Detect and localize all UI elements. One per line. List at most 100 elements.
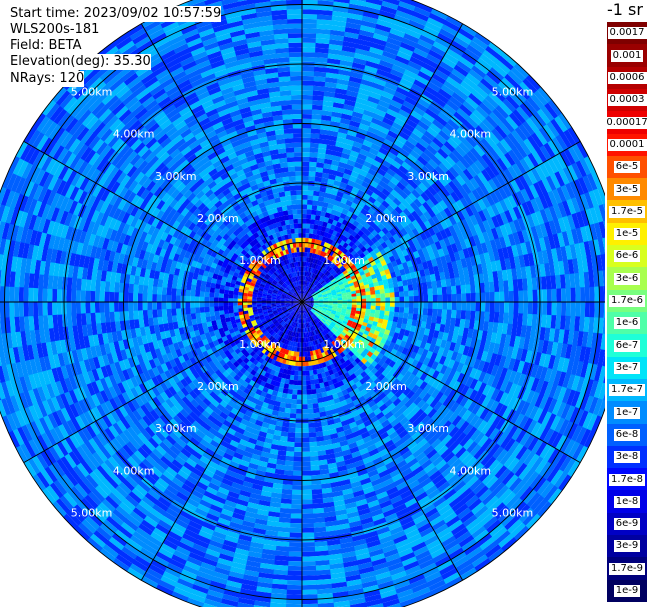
ppi-cell bbox=[597, 186, 605, 205]
ppi-cell bbox=[340, 152, 351, 160]
ppi-cell bbox=[183, 528, 199, 539]
ppi-cell bbox=[302, 37, 317, 43]
ppi-cell bbox=[445, 15, 464, 29]
ppi-cell bbox=[417, 195, 427, 205]
ppi-cell bbox=[453, 64, 470, 78]
ppi-cell bbox=[499, 451, 512, 466]
ppi-cell bbox=[602, 351, 605, 368]
ppi-cell bbox=[306, 307, 310, 312]
ppi-cell bbox=[316, 339, 321, 345]
ppi-cell bbox=[434, 391, 444, 402]
ppi-cell bbox=[559, 455, 572, 473]
ppi-cell bbox=[414, 491, 428, 503]
ppi-cell bbox=[188, 453, 200, 464]
ppi-cell bbox=[399, 0, 418, 7]
ppi-cell bbox=[567, 164, 579, 182]
ppi-cell bbox=[337, 263, 343, 269]
ppi-cell bbox=[218, 460, 230, 470]
ppi-cell bbox=[289, 325, 293, 331]
ppi-cell bbox=[566, 389, 576, 406]
ppi-cell bbox=[333, 397, 341, 404]
ppi-cell bbox=[521, 202, 532, 217]
ppi-cell bbox=[562, 372, 571, 389]
ppi-cell bbox=[516, 106, 530, 122]
ppi-cell bbox=[324, 247, 330, 254]
ppi-cell bbox=[318, 255, 323, 261]
ppi-cell bbox=[330, 481, 342, 488]
ppi-cell bbox=[172, 586, 191, 598]
ppi-cell bbox=[256, 581, 273, 589]
ppi-cell bbox=[290, 326, 294, 332]
ppi-cell bbox=[543, 142, 556, 159]
ppi-cell bbox=[218, 512, 233, 522]
ppi-cell bbox=[376, 130, 388, 139]
ppi-cell bbox=[329, 342, 335, 348]
ppi-cell bbox=[459, 239, 468, 251]
ppi-cell bbox=[213, 407, 223, 416]
ppi-cell bbox=[367, 400, 377, 408]
ppi-cell bbox=[324, 270, 330, 276]
ppi-cell bbox=[166, 530, 183, 542]
ppi-cell bbox=[302, 109, 313, 115]
ppi-cell bbox=[425, 395, 435, 406]
ppi-cell bbox=[382, 279, 389, 285]
ppi-cell bbox=[360, 273, 367, 280]
ppi-cell bbox=[394, 291, 400, 298]
ppi-cell bbox=[495, 59, 512, 75]
ppi-cell bbox=[357, 173, 367, 182]
ppi-cell bbox=[115, 504, 130, 519]
ppi-cell bbox=[426, 511, 441, 523]
ppi-cell bbox=[410, 244, 418, 253]
ppi-cell bbox=[467, 498, 482, 512]
ppi-cell bbox=[308, 304, 314, 307]
ppi-cell bbox=[325, 288, 331, 292]
ppi-cell bbox=[327, 332, 333, 338]
ppi-cell bbox=[466, 426, 478, 439]
ppi-cell bbox=[415, 216, 424, 226]
ppi-cell bbox=[377, 168, 387, 177]
ppi-cell bbox=[462, 266, 469, 277]
ppi-cell bbox=[287, 570, 302, 576]
ppi-cell bbox=[325, 390, 333, 397]
ppi-cell bbox=[536, 108, 551, 125]
ppi-cell bbox=[415, 172, 426, 183]
ppi-cell bbox=[285, 589, 302, 595]
ppi-cell bbox=[185, 524, 201, 535]
ppi-cell bbox=[473, 212, 483, 225]
ppi-cell bbox=[437, 331, 444, 340]
ppi-cell bbox=[430, 45, 447, 58]
ppi-cell bbox=[345, 22, 362, 30]
ppi-cell bbox=[324, 264, 329, 270]
ppi-cell bbox=[212, 387, 221, 396]
ppi-cell bbox=[422, 392, 431, 403]
ppi-cell bbox=[366, 351, 374, 358]
ppi-cell bbox=[279, 507, 292, 514]
ppi-cell bbox=[308, 277, 312, 282]
ppi-cell bbox=[346, 90, 359, 98]
ppi-cell bbox=[247, 437, 258, 445]
ppi-cell bbox=[376, 444, 387, 453]
ppi-cell bbox=[451, 391, 461, 403]
ppi-cell bbox=[311, 325, 315, 331]
ppi-cell bbox=[481, 437, 493, 451]
ppi-cell bbox=[302, 290, 304, 295]
ppi-cell bbox=[302, 237, 306, 243]
ppi-cell bbox=[228, 388, 237, 397]
ppi-cell bbox=[350, 425, 360, 434]
ppi-cell bbox=[462, 248, 470, 259]
ppi-cell bbox=[411, 83, 426, 95]
ppi-cell bbox=[324, 385, 331, 392]
ppi-cell bbox=[507, 279, 514, 292]
ppi-cell bbox=[571, 228, 580, 245]
ppi-cell bbox=[390, 99, 403, 110]
ppi-cell bbox=[453, 268, 460, 279]
ppi-cell bbox=[399, 78, 414, 89]
ppi-cell bbox=[417, 97, 431, 109]
ppi-cell bbox=[322, 308, 327, 312]
ppi-cell bbox=[357, 354, 364, 362]
ppi-cell bbox=[554, 417, 566, 434]
ppi-cell bbox=[323, 322, 329, 328]
ppi-cell bbox=[326, 290, 332, 294]
ppi-cell bbox=[489, 353, 498, 365]
ppi-cell bbox=[312, 314, 317, 319]
